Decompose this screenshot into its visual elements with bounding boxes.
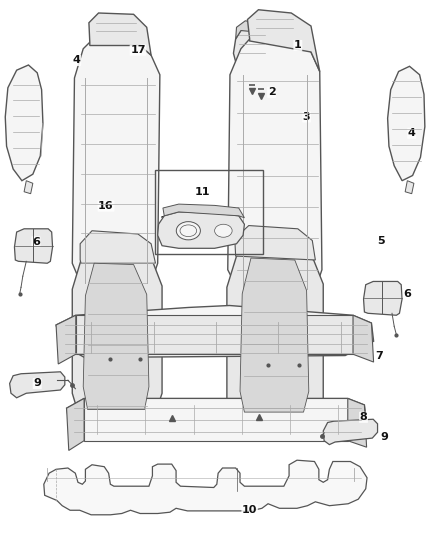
Polygon shape [323,419,378,445]
Text: 4: 4 [73,55,81,66]
Polygon shape [236,21,265,39]
Polygon shape [24,181,33,193]
Polygon shape [247,10,320,71]
Polygon shape [72,254,162,419]
Text: 1: 1 [294,41,302,51]
Polygon shape [405,181,414,193]
Text: 16: 16 [98,201,114,211]
Polygon shape [10,372,65,398]
Polygon shape [44,460,367,515]
Ellipse shape [176,222,200,240]
Bar [155,171,263,254]
Text: 4: 4 [408,128,416,138]
Polygon shape [67,399,84,450]
Polygon shape [76,315,353,354]
Text: 13: 13 [200,213,216,223]
Polygon shape [80,231,155,263]
Text: 2: 2 [268,87,276,98]
Polygon shape [56,305,374,358]
Polygon shape [89,13,151,55]
Polygon shape [353,315,374,362]
Text: 11: 11 [194,187,210,197]
Text: 14: 14 [188,236,204,246]
Polygon shape [56,315,76,364]
Text: 3: 3 [303,112,311,122]
Polygon shape [240,258,309,412]
Text: 12: 12 [159,216,175,226]
Text: 17: 17 [130,45,146,55]
Text: 9: 9 [381,432,389,442]
Polygon shape [158,212,244,248]
Polygon shape [14,229,53,263]
Text: 5: 5 [377,236,385,246]
Text: 9: 9 [33,378,41,389]
Polygon shape [163,204,244,218]
Polygon shape [67,399,367,439]
Text: 7: 7 [375,351,383,361]
Text: 8: 8 [360,413,367,422]
Polygon shape [388,66,425,181]
Text: 6: 6 [403,289,411,299]
Polygon shape [364,281,402,315]
Polygon shape [227,249,323,424]
Text: 10: 10 [242,505,258,514]
Text: 6: 6 [32,237,40,247]
Polygon shape [228,39,322,296]
Polygon shape [235,225,315,260]
Polygon shape [83,263,149,409]
Polygon shape [5,65,43,181]
Ellipse shape [215,224,232,237]
Polygon shape [84,399,348,441]
Polygon shape [348,399,367,447]
Polygon shape [72,42,160,289]
Polygon shape [233,27,267,67]
